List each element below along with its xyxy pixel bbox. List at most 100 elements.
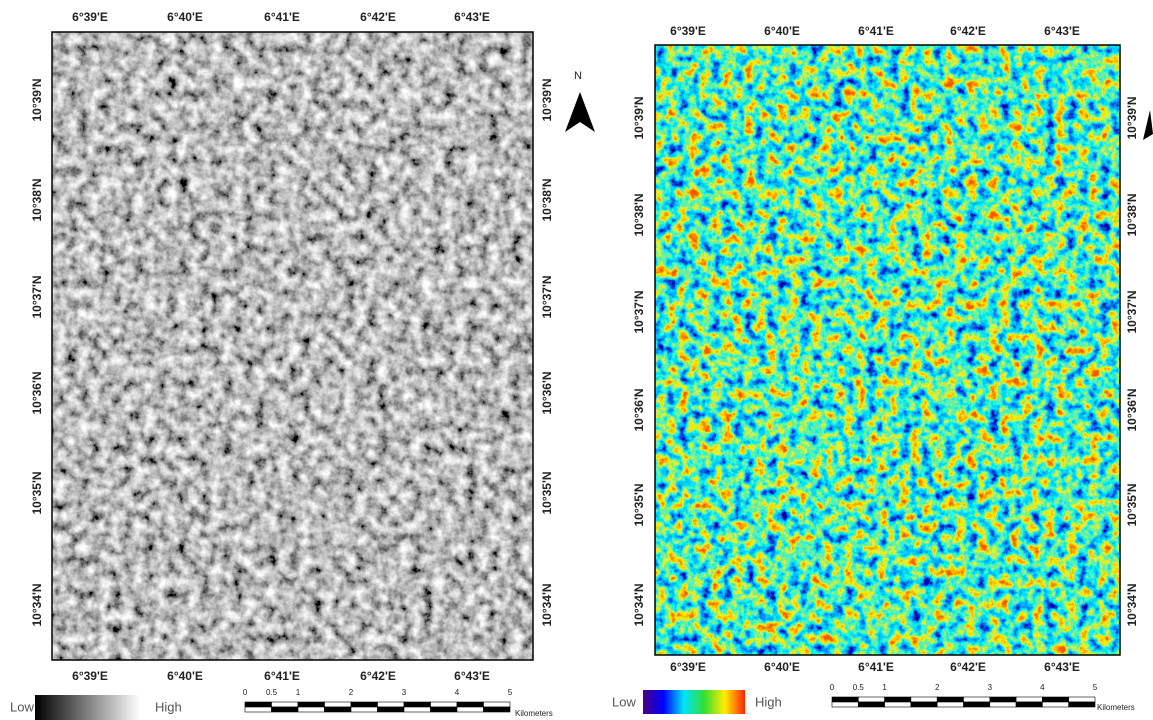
legend-low: Low [612,694,636,709]
lat-label: 10°37'N [540,275,554,318]
lat-label: 10°34'N [1125,583,1139,626]
scale-segment [1069,702,1095,707]
lat-label: 10°39'N [30,78,44,121]
scale-segment [378,702,405,707]
scale-segment [272,702,299,707]
lon-label: 6°41'E [264,669,300,683]
scale-segment [1016,697,1042,702]
lat-label: 10°39'N [1125,96,1139,139]
lat-label: 10°36'N [632,388,646,431]
scale-unit: Kilometers [515,709,553,718]
lat-label: 10°34'N [30,583,44,626]
lon-label: 6°42'E [360,669,396,683]
scale-segment [325,707,352,712]
scale-tick: 3 [988,683,993,692]
lon-label: 6°39'E [72,669,108,683]
figure: 6°39'E 6°40'E 6°41'E 6°42'E 6°43'E 6°39'E 6°40… [0,0,1153,720]
lat-label: 10°35'N [540,471,554,514]
lat-label: 10°37'N [30,275,44,318]
lat-label: 10°35'N [30,471,44,514]
lat-label: 10°38'N [632,193,646,236]
scale-tick: 1 [296,688,301,697]
lon-label: 6°43'E [454,10,490,24]
scale-tick: 0.5 [266,688,278,697]
lat-label: 10°38'N [30,178,44,221]
scale-segment [885,697,911,702]
scale-tick: 0 [830,683,835,692]
lon-label: 6°43'E [1044,24,1080,38]
lon-label: 6°41'E [264,10,300,24]
lat-label: 10°39'N [632,96,646,139]
scale-segment [378,707,405,712]
scale-segment [937,697,963,702]
scale-segment [1069,697,1095,702]
scale-segment [272,707,299,712]
scale-segment [431,702,458,707]
scale-tick: 4 [455,688,460,697]
north-arrow [1143,110,1153,140]
scale-segment [484,707,511,712]
scale-tick: 5 [1093,683,1098,692]
lat-label: 10°36'N [1125,388,1139,431]
scale-segment [431,707,458,712]
scale-segment [404,702,431,707]
lon-label: 6°40'E [167,669,203,683]
lat-label: 10°36'N [30,371,44,414]
scale-tick: 2 [349,688,354,697]
scale-segment [858,697,884,702]
lon-label: 6°40'E [764,660,800,674]
legend-ramp [35,695,140,720]
scale-segment [325,702,352,707]
scale-tick: 5 [508,688,513,697]
legend-ramp [643,690,745,714]
scale-segment [457,702,484,707]
lon-label: 6°39'E [670,660,706,674]
scale-segment [245,702,272,707]
scale-segment [990,702,1016,707]
lat-label: 10°35'N [632,483,646,526]
scale-tick: 0.5 [853,683,865,692]
lat-label: 10°39'N [540,78,554,121]
scale-segment [832,697,858,702]
lon-label: 6°41'E [858,660,894,674]
lon-label: 6°42'E [950,660,986,674]
scale-segment [885,702,911,707]
scale-tick: 4 [1040,683,1045,692]
scale-segment [832,702,858,707]
lon-label: 6°42'E [950,24,986,38]
scale-segment [1042,697,1068,702]
scale-segment [1042,702,1068,707]
scale-segment [964,702,990,707]
lat-label: 10°37'N [632,290,646,333]
lon-label: 6°43'E [454,669,490,683]
lon-label: 6°41'E [858,24,894,38]
lon-label: 6°39'E [72,10,108,24]
scale-tick: 1 [882,683,887,692]
lat-label: 10°37'N [1125,290,1139,333]
lon-label: 6°42'E [360,10,396,24]
scale-segment [245,707,272,712]
legend-high: High [755,694,782,709]
scale-unit: Kilometers [1097,703,1135,712]
lon-label: 6°40'E [167,10,203,24]
lon-label: 6°43'E [1044,660,1080,674]
lat-label: 10°34'N [632,583,646,626]
scale-segment [404,707,431,712]
lat-label: 10°36'N [540,371,554,414]
north-label: N [574,70,582,82]
scale-tick: 3 [402,688,407,697]
lat-label: 10°34'N [540,583,554,626]
scale-segment [457,707,484,712]
scale-segment [937,702,963,707]
scale-segment [298,702,325,707]
lat-label: 10°38'N [1125,193,1139,236]
scale-segment [911,702,937,707]
scale-segment [911,697,937,702]
scale-segment [990,697,1016,702]
lon-label: 6°39'E [670,24,706,38]
scale-tick: 0 [243,688,248,697]
lat-label: 10°38'N [540,178,554,221]
color-map [655,45,1120,655]
lon-label: 6°40'E [764,24,800,38]
scale-tick: 2 [935,683,940,692]
